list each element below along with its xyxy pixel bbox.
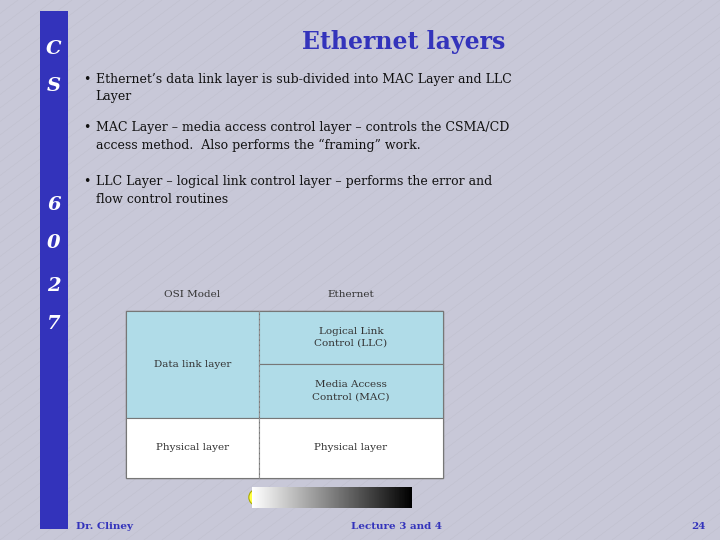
Text: MAC Layer – media access control layer – controls the CSMA/CD
access method.  Al: MAC Layer – media access control layer –… — [96, 122, 509, 152]
Text: Ethernet’s data link layer is sub-divided into MAC Layer and LLC
Layer: Ethernet’s data link layer is sub-divide… — [96, 73, 511, 103]
Text: Logical Link
Control (LLC): Logical Link Control (LLC) — [315, 327, 387, 348]
Text: 7: 7 — [48, 315, 60, 333]
Text: Lecture 3 and 4: Lecture 3 and 4 — [351, 522, 441, 531]
Text: 24: 24 — [691, 522, 706, 531]
Text: Data link layer: Data link layer — [154, 360, 231, 369]
Text: •: • — [83, 73, 90, 86]
Bar — [259, 417, 443, 478]
Text: Transmission medium: Transmission medium — [267, 493, 387, 502]
Bar — [126, 310, 259, 417]
Text: OSI Model: OSI Model — [164, 289, 220, 299]
Text: LLC Layer – logical link control layer – performs the error and
flow control rou: LLC Layer – logical link control layer –… — [96, 176, 492, 206]
Text: Media Access
Control (MAC): Media Access Control (MAC) — [312, 381, 390, 401]
Bar — [40, 11, 68, 529]
Text: Ethernet: Ethernet — [328, 289, 374, 299]
Text: S: S — [47, 77, 61, 96]
Bar — [259, 310, 443, 364]
Text: •: • — [83, 176, 90, 188]
Text: Physical layer: Physical layer — [156, 443, 229, 453]
Bar — [126, 417, 259, 478]
Bar — [259, 364, 443, 417]
Text: Ethernet layers: Ethernet layers — [302, 30, 505, 53]
Text: 2: 2 — [48, 277, 60, 295]
Text: Dr. Cliney: Dr. Cliney — [76, 522, 132, 531]
Text: Physical layer: Physical layer — [315, 443, 387, 453]
Text: •: • — [83, 122, 90, 134]
Bar — [126, 310, 443, 478]
Ellipse shape — [249, 490, 264, 505]
Text: 6: 6 — [48, 196, 60, 214]
Text: C: C — [46, 39, 62, 58]
Text: 0: 0 — [48, 234, 60, 252]
